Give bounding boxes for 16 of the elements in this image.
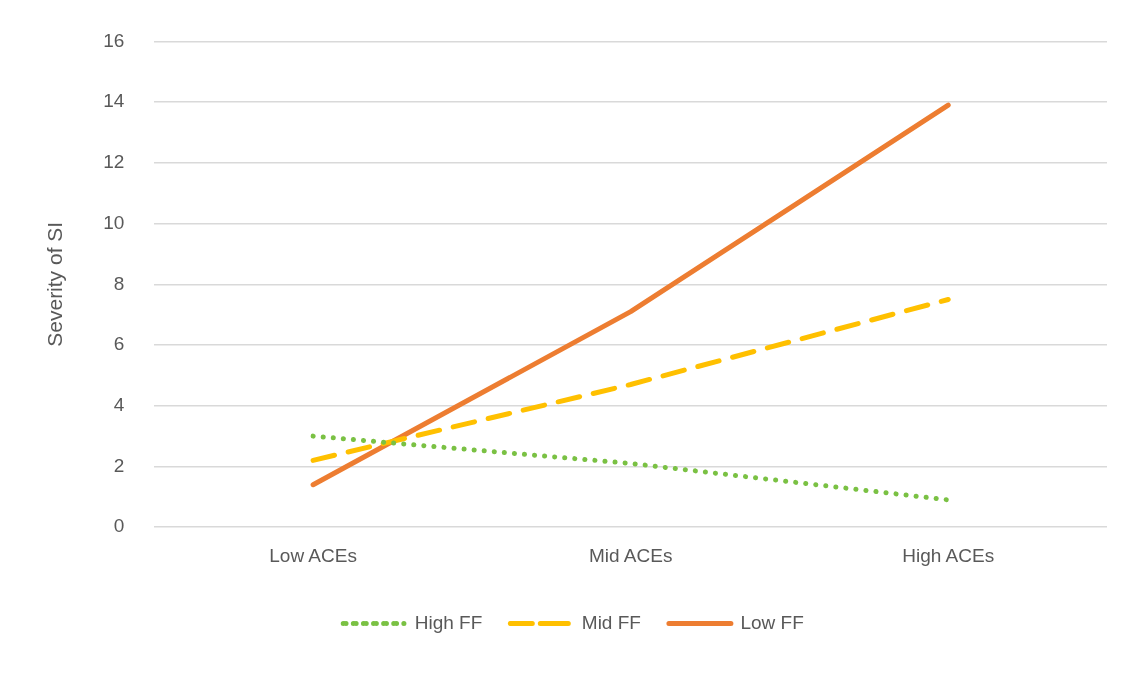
y-tick-label: 2: [113, 454, 125, 476]
y-tick-label: 14: [103, 90, 125, 112]
x-tick-label: Low ACEs: [269, 544, 357, 566]
legend-label: Mid FF: [581, 611, 641, 633]
y-tick-label: 12: [103, 151, 125, 173]
legend-label: Low FF: [740, 611, 804, 633]
y-tick-label: 10: [103, 211, 125, 233]
legend-label: High FF: [414, 611, 483, 633]
y-tick-label: 16: [103, 29, 125, 51]
y-axis-title: Severity of SI: [43, 221, 67, 347]
y-tick-label: 4: [113, 393, 125, 415]
x-tick-label: Mid ACEs: [588, 544, 673, 566]
y-tick-label: 6: [113, 333, 125, 355]
x-tick-label: High ACEs: [902, 544, 995, 566]
y-tick-label: 0: [113, 515, 125, 537]
y-tick-label: 8: [113, 272, 125, 294]
